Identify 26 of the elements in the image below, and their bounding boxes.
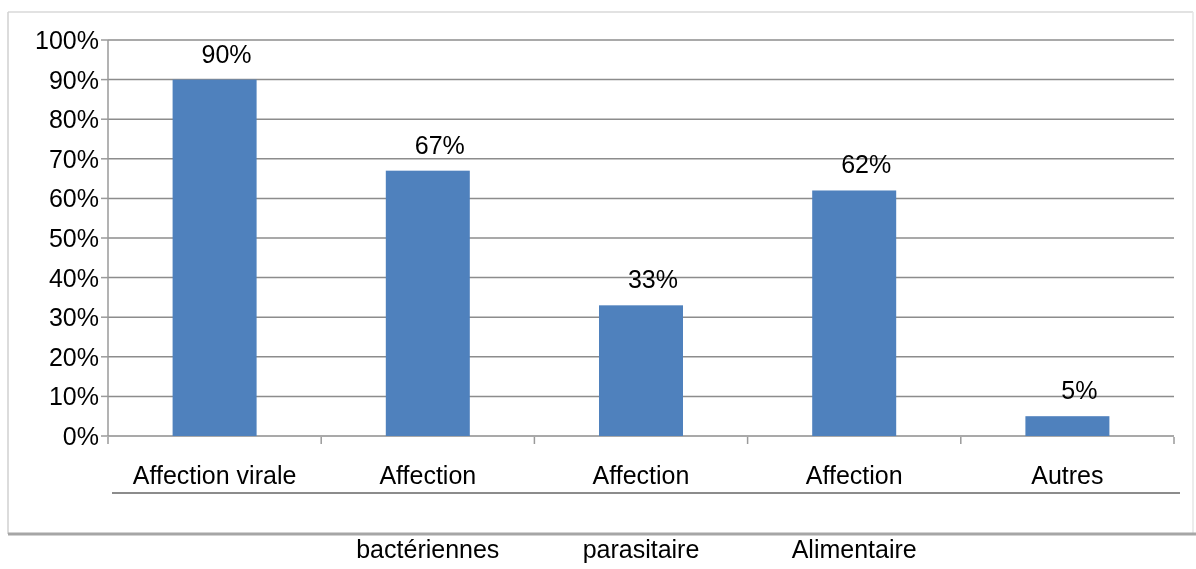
category-label: Affection parasitaire	[582, 461, 700, 563]
data-label: 62%	[841, 150, 892, 179]
y-tick-label: 20%	[48, 342, 99, 371]
bar	[812, 190, 897, 436]
y-tick-label: 80%	[48, 105, 99, 134]
y-tick-label: 60%	[48, 184, 99, 213]
y-tick-label: 50%	[48, 224, 99, 252]
bar	[172, 79, 257, 436]
data-label: 5%	[1061, 376, 1098, 405]
data-label: 67%	[414, 130, 465, 159]
category-label: Affection bactériennes	[356, 461, 500, 563]
x-tick-label: Affection virale	[132, 461, 297, 489]
y-tick-label: 100%	[35, 26, 99, 54]
bar	[1025, 416, 1110, 436]
category-label: Affection Alimentaire	[791, 461, 917, 563]
data-label: 90%	[201, 39, 252, 68]
y-tick-label: 70%	[48, 144, 99, 173]
y-tick-label: 40%	[48, 263, 99, 292]
y-tick-label: 10%	[48, 382, 99, 411]
y-tick-label: 90%	[48, 65, 99, 94]
y-tick-label: 0%	[62, 422, 99, 450]
x-tick-label: Autres	[1031, 461, 1104, 489]
bar	[385, 170, 470, 436]
data-label: 33%	[627, 265, 679, 294]
y-tick-label: 30%	[48, 303, 99, 332]
bar	[599, 305, 683, 436]
